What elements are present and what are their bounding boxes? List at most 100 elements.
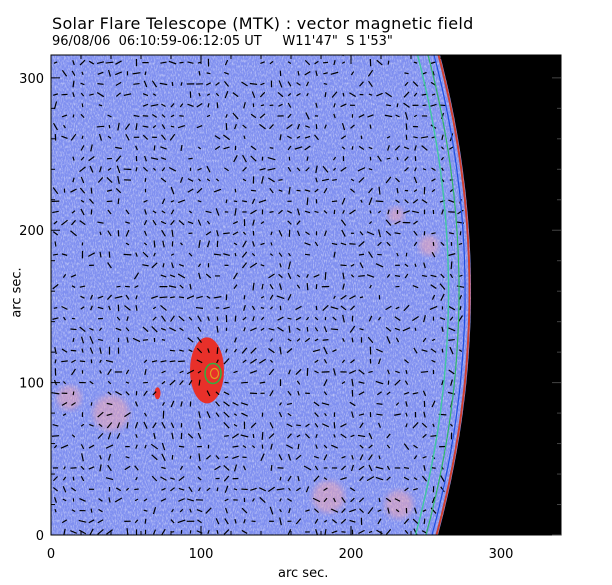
field-vector <box>422 455 427 459</box>
field-vector <box>260 264 265 267</box>
field-vector <box>296 93 301 97</box>
field-vector <box>52 253 59 256</box>
field-vector <box>358 241 365 247</box>
field-vector <box>306 326 309 332</box>
field-vector <box>456 285 465 288</box>
field-vector <box>330 328 339 331</box>
field-vector <box>89 423 94 427</box>
field-vector <box>97 306 104 310</box>
field-vector <box>116 165 121 174</box>
field-vector <box>153 432 156 440</box>
field-vector <box>340 103 347 108</box>
field-vector <box>431 338 436 342</box>
field-vector <box>304 337 311 343</box>
field-vector <box>224 71 229 75</box>
field-vector <box>404 263 409 267</box>
field-vector <box>115 391 122 396</box>
field-vector <box>142 134 149 140</box>
field-vector <box>179 284 184 289</box>
field-vector <box>62 498 67 502</box>
field-vector <box>215 208 220 216</box>
field-vector <box>250 358 257 364</box>
field-vector <box>143 242 148 246</box>
field-vector <box>295 51 301 52</box>
field-vector <box>251 445 256 449</box>
field-vector <box>296 327 301 331</box>
field-vector <box>62 486 67 493</box>
field-vector <box>421 422 428 428</box>
field-vector <box>97 177 104 183</box>
field-vector <box>216 347 219 355</box>
field-vector <box>170 186 175 195</box>
field-vector <box>99 370 102 374</box>
field-vector <box>431 251 436 258</box>
field-vector <box>403 391 410 395</box>
field-vector <box>386 433 391 439</box>
field-vector <box>187 103 194 107</box>
field-vector <box>178 476 185 482</box>
field-vector <box>414 263 417 268</box>
field-vector <box>295 316 302 321</box>
field-vector <box>315 165 318 174</box>
field-vector <box>305 486 310 493</box>
field-vector <box>333 167 336 171</box>
field-vector <box>223 401 230 407</box>
field-vector <box>180 401 183 407</box>
field-vector <box>170 487 175 492</box>
field-vector <box>206 390 211 397</box>
field-vector <box>333 103 336 108</box>
field-vector <box>269 506 274 515</box>
field-vector <box>420 370 429 373</box>
field-vector <box>187 433 194 439</box>
field-vector <box>288 261 291 270</box>
field-vector <box>207 103 210 108</box>
field-vector <box>267 486 276 492</box>
transverse-field-vectors <box>51 51 465 535</box>
field-vector <box>187 61 194 64</box>
field-vector <box>213 296 222 299</box>
field-vector <box>232 112 239 120</box>
field-vector <box>169 274 176 278</box>
field-vector <box>413 528 418 535</box>
field-vector <box>161 380 166 385</box>
field-vector <box>323 444 328 449</box>
field-vector <box>71 219 76 226</box>
field-vector <box>80 113 85 119</box>
field-vector <box>234 337 237 343</box>
field-vector <box>340 305 347 311</box>
x-tick-label: 100 <box>189 547 214 562</box>
field-vector <box>278 179 283 181</box>
field-vector <box>423 262 426 269</box>
field-vector <box>349 188 356 193</box>
field-vector <box>368 146 373 150</box>
field-vector <box>223 475 230 482</box>
field-vector <box>232 92 239 98</box>
field-vector <box>359 444 364 449</box>
field-vector <box>386 444 391 449</box>
field-vector <box>233 242 238 246</box>
field-vector <box>350 71 355 76</box>
magnetogram-image <box>51 51 561 535</box>
field-vector <box>198 487 201 492</box>
field-vector <box>161 167 166 172</box>
field-vector <box>340 135 347 140</box>
field-vector <box>297 476 300 482</box>
field-vector <box>296 135 301 139</box>
field-vector <box>350 464 355 472</box>
field-vector <box>331 519 338 524</box>
field-vector <box>405 412 408 417</box>
field-vector <box>351 337 354 343</box>
field-vector <box>169 379 176 386</box>
field-vector <box>351 146 354 150</box>
field-vector <box>269 187 274 194</box>
field-vector <box>116 316 121 321</box>
field-vector <box>276 488 285 491</box>
field-vector <box>71 70 76 76</box>
field-vector <box>162 401 165 406</box>
field-vector <box>358 253 365 256</box>
field-vector <box>287 61 292 64</box>
field-vector <box>279 305 282 311</box>
field-vector <box>341 508 346 514</box>
field-vector <box>216 316 219 321</box>
field-vector <box>395 508 400 513</box>
